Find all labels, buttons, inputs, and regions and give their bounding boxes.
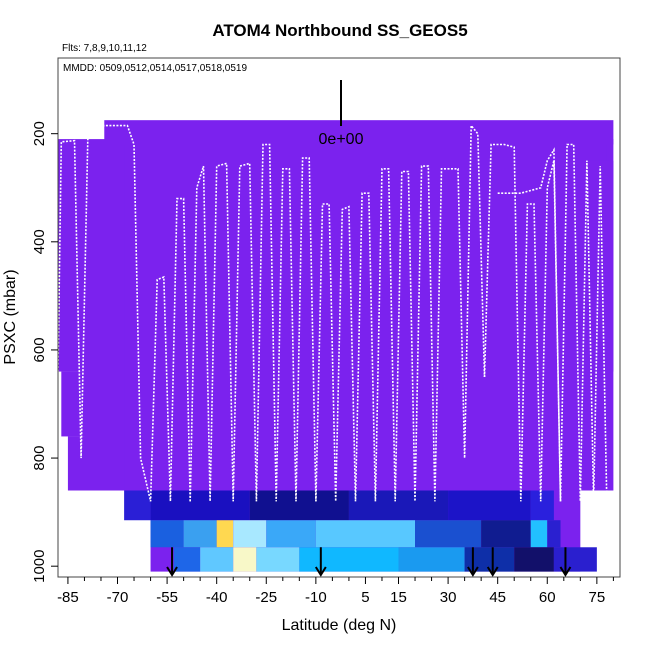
y-tick-label: 1000 [31, 550, 48, 583]
flights-note: Flts: 7,8,9,10,11,12 [62, 43, 147, 54]
x-tick-label: -70 [107, 589, 129, 606]
y-axis: 200 400 600 800 1000 [31, 121, 58, 583]
flight-track [315, 123, 486, 502]
heatmap-cell [530, 490, 554, 521]
heatmap-cell [530, 520, 548, 548]
heatmap-cell [256, 547, 300, 572]
x-tick-label: -10 [305, 589, 327, 606]
heatmap-cell [514, 547, 554, 572]
location-arrowhead [486, 566, 499, 577]
dates-note: MMDD: 0509,0512,0514,0517,0518,0519 [63, 63, 247, 74]
heatmap-cell [233, 547, 257, 572]
y-axis-label: PSXC (mbar) [2, 269, 19, 364]
x-axis-label: Latitude (deg N) [282, 617, 397, 634]
flight-track [497, 147, 562, 502]
heatmap-cell [415, 520, 482, 548]
chart-title: ATOM4 Northbound SS_GEOS5 [212, 21, 467, 40]
y-tick-label: 400 [31, 229, 48, 254]
heatmap-cell [124, 490, 151, 521]
colorbar-legend: 0e+00 [319, 80, 364, 148]
heatmap-cell [233, 520, 267, 548]
heatmap-cell [150, 520, 184, 548]
x-tick-label: -55 [156, 589, 178, 606]
heatmap-cell [150, 490, 250, 521]
x-tick-label: 75 [589, 589, 606, 606]
x-tick-label: -40 [206, 589, 228, 606]
x-tick-label: 45 [489, 589, 506, 606]
x-tick-label: 5 [361, 589, 369, 606]
heatmap-cell [315, 520, 416, 548]
flight-track [57, 124, 191, 502]
heatmap-cell [481, 520, 531, 548]
x-axis: -85 -70 -55 -40 -25 -10 5 15 30 45 60 75 [57, 577, 614, 606]
heatmap-cell [448, 490, 531, 521]
y-tick-label: 600 [31, 337, 48, 362]
x-tick-label: 60 [539, 589, 556, 606]
location-arrowhead [467, 566, 479, 577]
x-tick-label: 30 [440, 589, 457, 606]
heatmap-cell [200, 547, 234, 572]
x-tick-label: 15 [390, 589, 407, 606]
flight-track [483, 143, 608, 502]
heatmap-cell [249, 490, 349, 521]
y-tick-label: 200 [31, 121, 48, 146]
location-arrowhead [314, 566, 327, 577]
heatmap-cell [216, 520, 234, 548]
y-tick-label: 800 [31, 446, 48, 471]
heatmap-cell [299, 547, 399, 572]
plot-frame [57, 57, 621, 578]
colorbar-label: 0e+00 [319, 131, 364, 148]
x-tick-label: -25 [255, 589, 277, 606]
heatmap-cell [348, 490, 449, 521]
plot-area [57, 120, 614, 577]
heatmap-cell [183, 520, 217, 548]
heatmap-cell [398, 547, 465, 572]
location-arrowhead [559, 566, 572, 577]
heatmap-cell [547, 520, 561, 548]
location-arrowhead [166, 566, 178, 577]
x-tick-label: -85 [57, 589, 79, 606]
heatmap-cell [266, 520, 316, 548]
flight-track [189, 143, 317, 502]
heatmap-cell [173, 547, 201, 572]
